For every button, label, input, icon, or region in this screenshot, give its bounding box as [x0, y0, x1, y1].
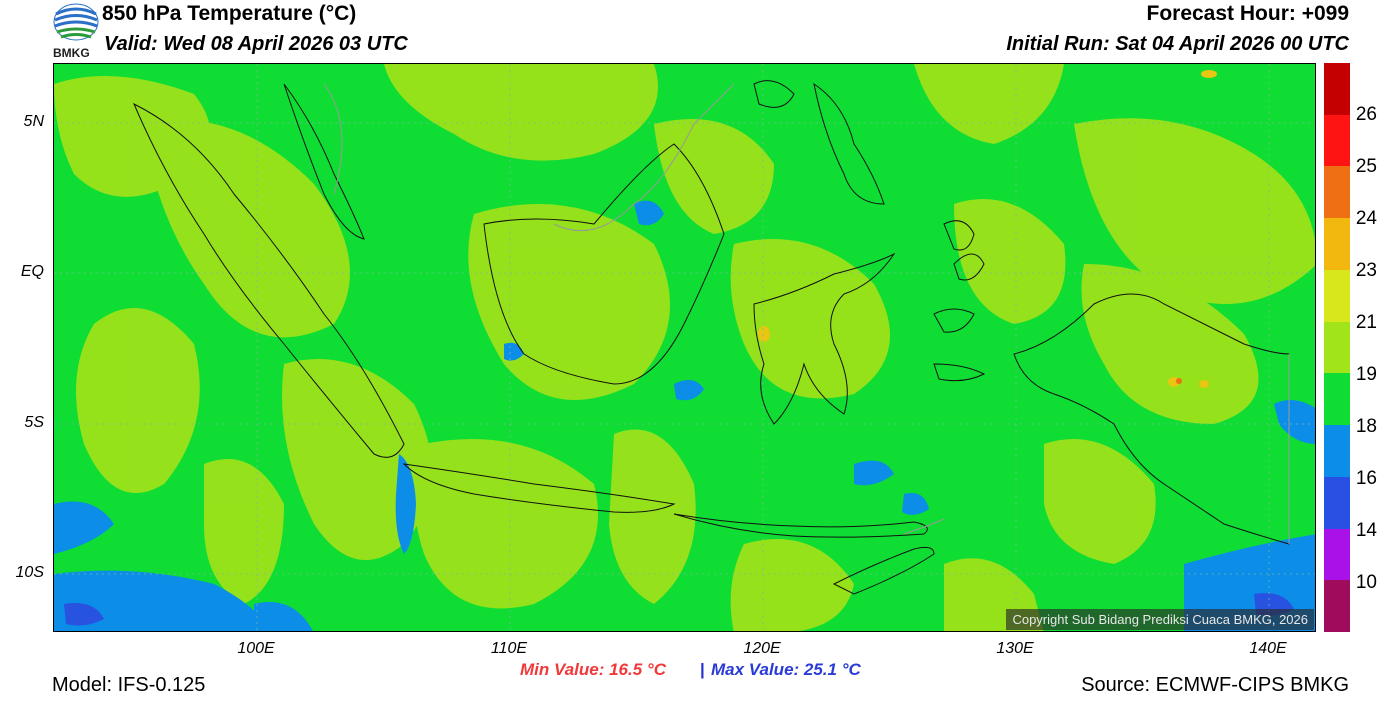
lon-label-100e: 100E	[237, 640, 275, 657]
colorbar-label: 18	[1355, 416, 1377, 437]
forecast-hour: Forecast Hour: +099	[1146, 2, 1350, 25]
lon-label-140e: 140E	[1249, 640, 1287, 657]
lon-label-110e: 110E	[490, 640, 528, 657]
colorbar-segment	[1324, 373, 1350, 426]
lat-label-10s: 10S	[15, 564, 44, 581]
colorbar-label: 21	[1355, 312, 1377, 333]
colorbar-segment	[1324, 321, 1350, 374]
temperature-map: Copyright Sub Bidang Prediksi Cuaca BMKG…	[53, 63, 1316, 632]
value-separator: |	[700, 660, 705, 679]
colorbar-segment	[1324, 114, 1350, 167]
min-value: Min Value: 16.5 °C	[520, 660, 666, 679]
source-label: Source: ECMWF-CIPS BMKG	[1081, 674, 1349, 696]
valid-time: Valid: Wed 08 April 2026 03 UTC	[104, 33, 408, 55]
colorbar-segment	[1324, 166, 1350, 219]
colorbar-label: 25	[1355, 156, 1377, 177]
colorbar-label: 23	[1355, 260, 1377, 281]
lat-label-5s: 5S	[24, 414, 44, 431]
temperature-field	[54, 64, 1315, 631]
colorbar-segment	[1324, 528, 1350, 581]
colorbar-label: 10	[1355, 572, 1377, 593]
initial-run: Initial Run: Sat 04 April 2026 00 UTC	[1006, 33, 1349, 55]
colorbar-segment	[1324, 218, 1350, 271]
max-value: Max Value: 25.1 °C	[711, 660, 861, 679]
colorbar-label: 26	[1355, 104, 1377, 125]
lon-label-130e: 130E	[996, 640, 1034, 657]
lat-label-5n: 5N	[23, 113, 44, 130]
logo-text: BMKG	[53, 46, 90, 60]
colorbar-segment	[1324, 63, 1350, 116]
page-title: 850 hPa Temperature (°C)	[102, 2, 357, 25]
colorbar-label: 24	[1355, 208, 1377, 229]
bmkg-logo	[52, 2, 100, 60]
colorbar-label: 16	[1355, 468, 1377, 489]
copyright-notice: Copyright Sub Bidang Prediksi Cuaca BMKG…	[1006, 609, 1314, 630]
colorbar-segment	[1324, 425, 1350, 478]
colorbar-label: 19	[1355, 364, 1377, 385]
colorbar-segment	[1324, 476, 1350, 530]
colorbar	[1324, 63, 1350, 633]
lon-label-120e: 120E	[743, 640, 781, 657]
colorbar-segment	[1324, 580, 1350, 633]
model-label: Model: IFS-0.125	[52, 674, 206, 696]
colorbar-segment	[1324, 269, 1350, 323]
colorbar-label: 14	[1355, 520, 1377, 541]
lat-label-eq: EQ	[20, 263, 44, 280]
